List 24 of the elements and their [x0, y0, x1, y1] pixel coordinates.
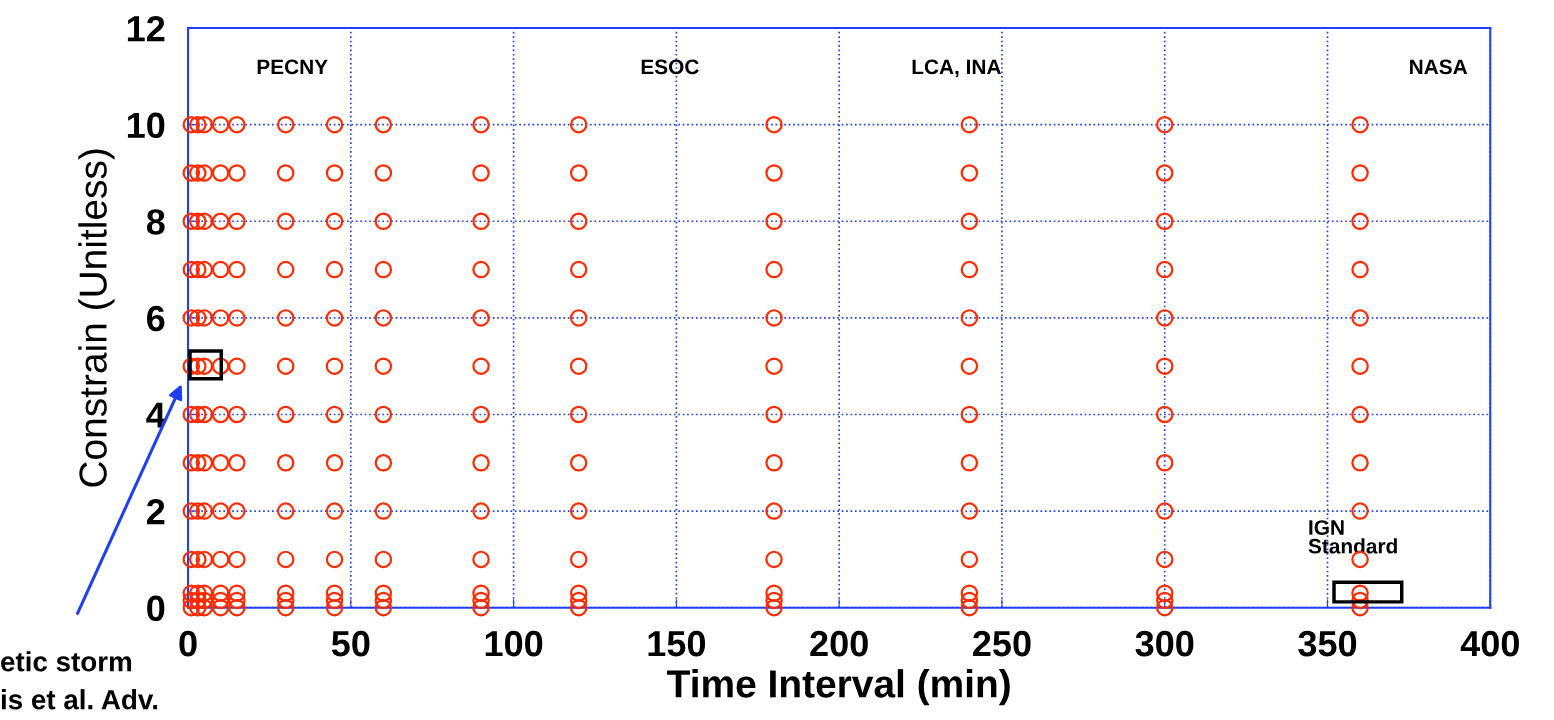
y-tick-label: 0 — [147, 595, 165, 622]
x-tick-label: 150 — [648, 630, 706, 657]
annotation: LCA, INA — [912, 59, 1001, 78]
x-tick-label: 50 — [331, 630, 370, 657]
text: etic storm is et al. Adv. — [1, 651, 158, 710]
x-tick-label: 200 — [810, 630, 868, 657]
annotation: PECNY — [257, 59, 328, 75]
y-tick-label: 8 — [146, 209, 165, 235]
x-axis-title: Time Interval (min) — [667, 669, 1010, 706]
y-tick-label: 2 — [146, 498, 165, 525]
y-tick-label: 4 — [146, 402, 166, 428]
y-tick-label: 10 — [127, 112, 165, 139]
x-tick-label: 350 — [1298, 630, 1357, 657]
x-tick-label: 100 — [485, 630, 543, 657]
x-tick-label: 0 — [179, 630, 197, 657]
x-tick-label: 250 — [973, 630, 1031, 657]
annotation: ESOC — [641, 59, 699, 75]
annotation: NASA — [1410, 59, 1468, 75]
y-axis-title: Constrain (Unitless) — [78, 149, 115, 487]
x-tick-label: 400 — [1460, 630, 1519, 657]
annotation: IGN Standard — [1308, 520, 1397, 554]
x-tick-label: 300 — [1135, 630, 1194, 657]
y-tick-label: 6 — [147, 305, 165, 332]
y-tick-label: 12 — [127, 15, 165, 42]
